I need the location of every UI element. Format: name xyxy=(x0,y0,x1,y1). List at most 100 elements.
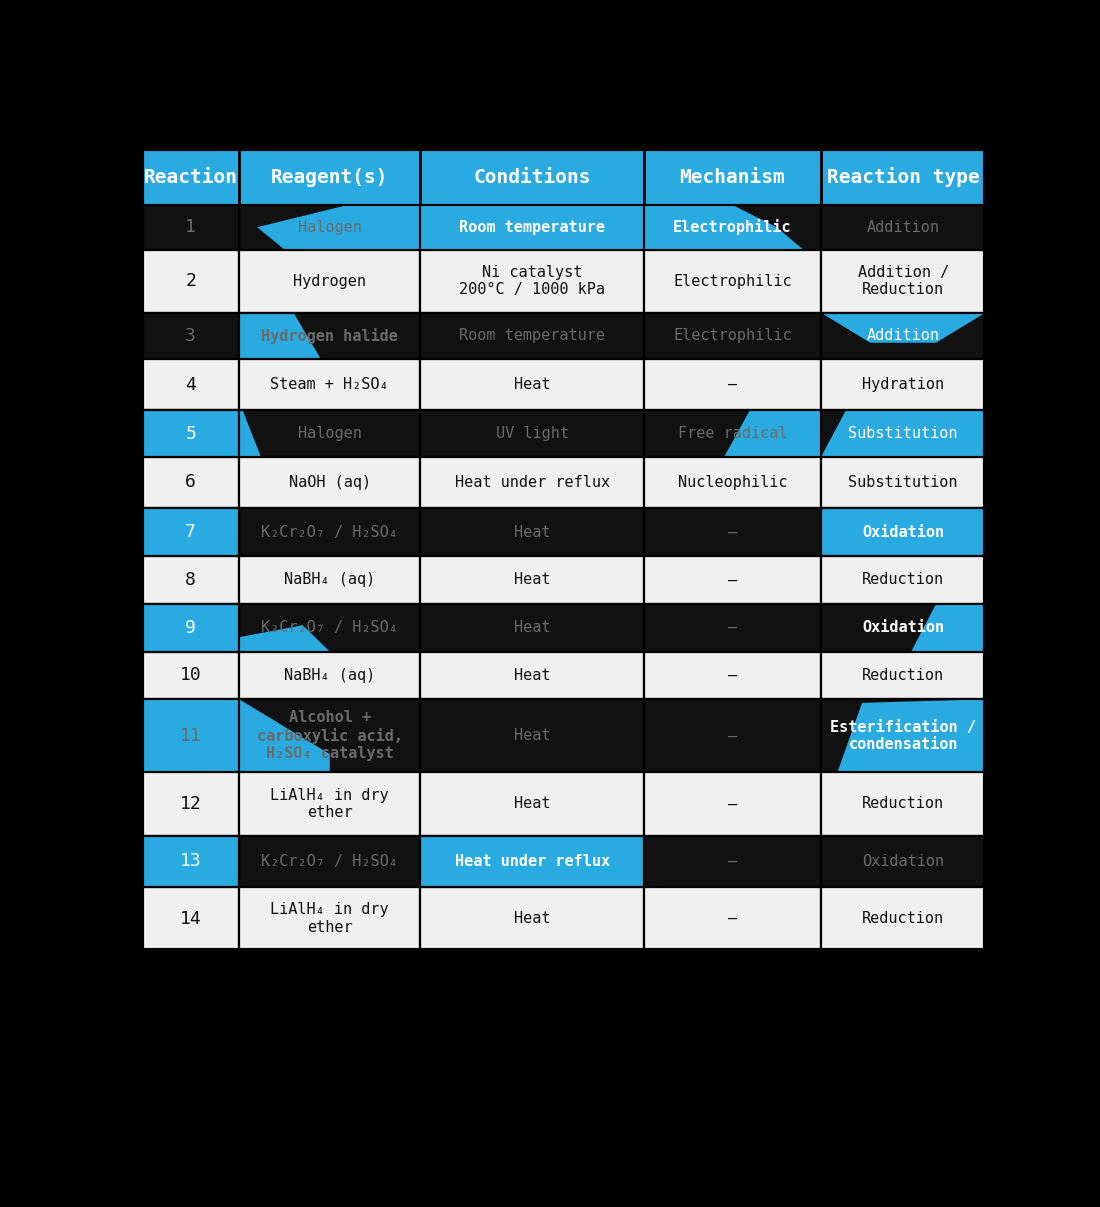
Text: Electrophilic: Electrophilic xyxy=(673,328,792,343)
Text: –: – xyxy=(728,911,737,926)
Text: K₂Cr₂O₇ / H₂SO₄: K₂Cr₂O₇ / H₂SO₄ xyxy=(262,525,398,540)
Bar xyxy=(821,887,986,950)
Text: Steam + H₂SO₄: Steam + H₂SO₄ xyxy=(271,378,389,392)
Text: Heat: Heat xyxy=(514,797,550,811)
Text: Reduction: Reduction xyxy=(862,572,944,588)
Bar xyxy=(644,456,821,508)
Text: LiAlH₄ in dry
ether: LiAlH₄ in dry ether xyxy=(271,903,389,935)
Text: Electrophilic: Electrophilic xyxy=(673,274,792,288)
Bar xyxy=(644,887,821,950)
Bar xyxy=(644,205,821,250)
Bar xyxy=(142,508,239,556)
Text: 12: 12 xyxy=(179,795,201,814)
Bar xyxy=(239,887,420,950)
Bar xyxy=(644,556,821,604)
Bar xyxy=(420,410,644,456)
Text: Esterification /
condensation: Esterification / condensation xyxy=(830,719,976,752)
Bar xyxy=(420,652,644,699)
Text: LiAlH₄ in dry
ether: LiAlH₄ in dry ether xyxy=(271,788,389,821)
Bar xyxy=(821,835,986,887)
Text: 14: 14 xyxy=(179,910,201,928)
Bar xyxy=(821,652,986,699)
Text: Oxidation: Oxidation xyxy=(862,525,944,540)
Text: 9: 9 xyxy=(185,619,196,636)
Polygon shape xyxy=(239,410,261,456)
Bar xyxy=(821,508,986,556)
Bar xyxy=(644,410,821,456)
Text: Heat: Heat xyxy=(514,525,550,540)
Bar xyxy=(142,313,239,358)
Bar xyxy=(142,410,239,456)
Polygon shape xyxy=(142,699,330,772)
Bar xyxy=(142,508,239,556)
Text: 2: 2 xyxy=(185,272,196,290)
Text: Reagent(s): Reagent(s) xyxy=(271,168,388,187)
Bar xyxy=(239,556,420,604)
Text: Addition: Addition xyxy=(867,220,939,234)
Bar xyxy=(239,410,420,456)
Bar xyxy=(821,358,986,410)
Bar xyxy=(142,652,239,699)
Bar xyxy=(420,250,644,313)
Text: Nucleophilic: Nucleophilic xyxy=(678,476,788,490)
Text: Reduction: Reduction xyxy=(862,797,944,811)
Bar xyxy=(821,150,986,205)
Bar xyxy=(821,835,986,887)
Bar xyxy=(644,699,821,772)
Bar xyxy=(420,887,644,950)
Bar xyxy=(142,772,239,835)
Bar xyxy=(142,358,239,410)
Bar xyxy=(239,358,420,410)
Polygon shape xyxy=(837,699,986,772)
Polygon shape xyxy=(821,410,986,456)
Bar xyxy=(420,456,644,508)
Bar xyxy=(821,313,986,358)
Polygon shape xyxy=(257,205,803,250)
Bar xyxy=(821,652,986,699)
Bar xyxy=(142,205,239,250)
Text: Addition /
Reduction: Addition / Reduction xyxy=(858,264,949,297)
Text: –: – xyxy=(728,620,737,635)
Bar xyxy=(239,887,420,950)
Bar xyxy=(239,652,420,699)
Bar xyxy=(420,508,644,556)
Bar xyxy=(420,556,644,604)
Bar xyxy=(142,556,239,604)
Text: –: – xyxy=(728,378,737,392)
Bar xyxy=(239,508,420,556)
Bar xyxy=(821,250,986,313)
Bar xyxy=(821,456,986,508)
Bar xyxy=(142,887,239,950)
Bar xyxy=(644,699,821,772)
Text: Reaction type: Reaction type xyxy=(827,168,979,187)
Bar xyxy=(420,604,644,652)
Bar xyxy=(420,835,644,887)
Bar xyxy=(142,456,239,508)
Bar xyxy=(821,699,986,772)
Text: 3: 3 xyxy=(185,327,196,345)
Text: Free radical: Free radical xyxy=(678,426,788,441)
Bar xyxy=(239,835,420,887)
Bar xyxy=(644,410,821,456)
Bar xyxy=(239,205,420,250)
Bar xyxy=(821,456,986,508)
Bar xyxy=(821,508,986,556)
Text: Heat under reflux: Heat under reflux xyxy=(454,853,609,869)
Bar xyxy=(821,410,986,456)
Text: Hydration: Hydration xyxy=(862,378,944,392)
Bar xyxy=(239,150,420,205)
Bar xyxy=(821,205,986,250)
Bar xyxy=(420,205,644,250)
Text: Room temperature: Room temperature xyxy=(459,220,605,234)
Text: 4: 4 xyxy=(185,375,196,393)
Polygon shape xyxy=(239,625,330,652)
Text: Heat: Heat xyxy=(514,378,550,392)
Bar xyxy=(239,699,420,772)
Bar xyxy=(420,250,644,313)
Text: –: – xyxy=(728,525,737,540)
Bar xyxy=(239,604,420,652)
Text: K₂Cr₂O₇ / H₂SO₄: K₂Cr₂O₇ / H₂SO₄ xyxy=(262,853,398,869)
Bar xyxy=(420,652,644,699)
Bar xyxy=(420,772,644,835)
Bar xyxy=(821,250,986,313)
